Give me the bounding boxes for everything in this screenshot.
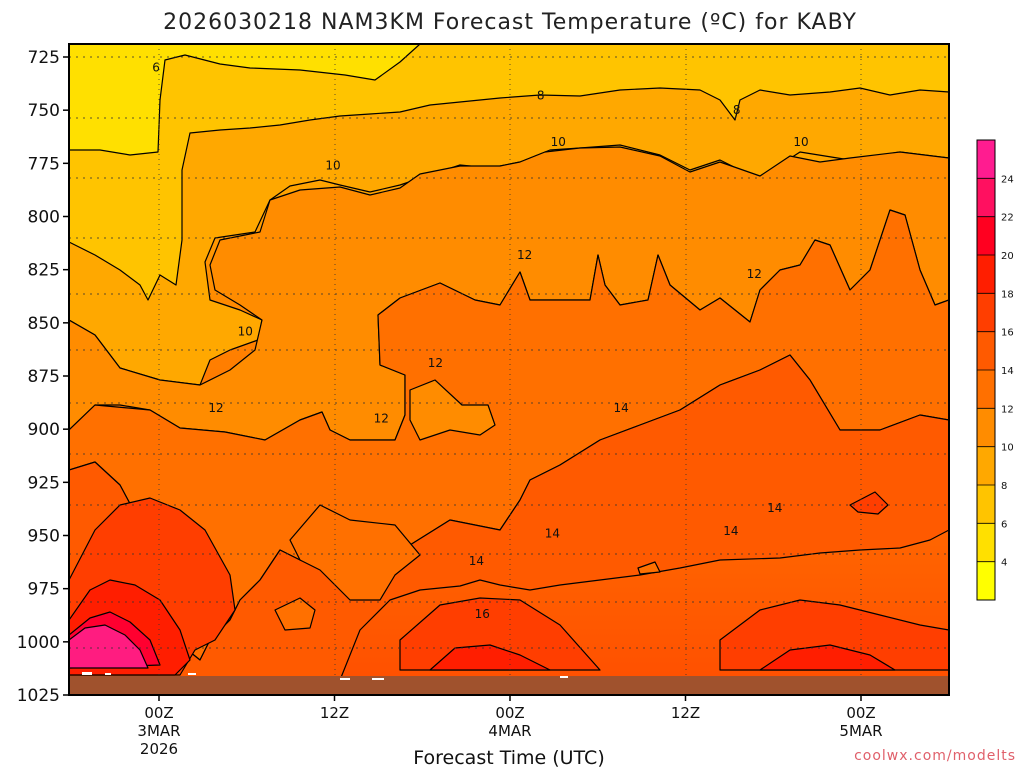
colorbar-tick-label: 6	[1001, 519, 1007, 530]
colorbar-tick-label: 14	[1001, 366, 1014, 377]
ground-surface	[69, 676, 949, 695]
colorbar-swatch	[977, 255, 995, 294]
contour-label: 12	[208, 401, 223, 415]
chart-title: 2026030218 NAM3KM Forecast Temperature (…	[163, 10, 857, 35]
contour-label: 14	[469, 554, 484, 568]
contour-label: 8	[733, 103, 741, 117]
y-tick-label: 975	[28, 580, 60, 600]
colorbar: 4 6 8 10 12 14 16 18 20 22 24	[976, 139, 1014, 601]
contour-label: 12	[517, 248, 532, 262]
colorbar-swatch	[977, 446, 995, 485]
colorbar-swatch	[977, 140, 995, 179]
x-tick-label: 00Z	[144, 704, 173, 722]
island-12-14-b	[274, 597, 316, 631]
grid-lines	[69, 44, 949, 695]
contour-label: 10	[238, 324, 253, 338]
contour-label: 10	[551, 135, 566, 149]
y-tick-label: 900	[28, 420, 60, 440]
x-tick-label: 00Z	[495, 704, 524, 722]
colorbar-swatch	[977, 178, 995, 217]
contour-label: 12	[747, 267, 762, 281]
x-tick-label: 12Z	[320, 704, 349, 722]
x-tick-date: 4MAR	[488, 722, 531, 740]
y-tick-label: 775	[28, 154, 60, 174]
contour-label: 10	[793, 135, 808, 149]
y-tick-label: 950	[28, 527, 60, 547]
colorbar-tick-label: 16	[1001, 328, 1014, 339]
colorbar-tick-label: 24	[1001, 174, 1014, 185]
colorbar-swatch	[977, 216, 995, 255]
island-12-14-a	[289, 504, 421, 601]
band-4-6	[69, 44, 421, 156]
colorbar-tick-label: 22	[1001, 213, 1014, 224]
x-tick-year: 2026	[140, 740, 178, 758]
colorbar-tick-label: 8	[1001, 481, 1007, 492]
colorbar-swatch	[977, 408, 995, 447]
colorbar-tick-label: 12	[1001, 404, 1014, 415]
contour-labels: 6 8 8 10 10 10 10 12 12 12 12 12 14 14 14 14 14 16	[152, 61, 808, 622]
y-tick-label: 800	[28, 208, 60, 228]
y-tick-label: 875	[28, 367, 60, 387]
island-12	[409, 379, 496, 441]
contour-label: 14	[545, 526, 560, 540]
y-tick-label: 925	[28, 473, 60, 493]
x-axis-label: Forecast Time (UTC)	[413, 747, 604, 768]
x-tick-date: 5MAR	[839, 722, 882, 740]
ground-edge-marks	[82, 672, 568, 680]
y-tick-label: 825	[28, 261, 60, 281]
y-tick-label: 750	[28, 101, 60, 121]
contour-label: 14	[614, 401, 629, 415]
contour-label: 16	[475, 607, 490, 621]
colorbar-swatch	[977, 485, 995, 524]
colorbar-tick-label: 20	[1001, 251, 1014, 262]
plot-frame	[68, 43, 950, 696]
band-22-24	[69, 624, 149, 669]
y-tick-label: 1000	[17, 633, 60, 653]
contour-label: 12	[428, 356, 443, 370]
colorbar-swatch	[977, 293, 995, 332]
colorbar-swatch	[977, 561, 995, 600]
y-tick-label: 725	[28, 48, 60, 68]
colorbar-tick-label: 4	[1001, 558, 1007, 569]
x-tick-label: 12Z	[671, 704, 700, 722]
colorbar-tick-label: 10	[1001, 443, 1014, 454]
plot-area: 6 8 8 10 10 10 10 12 12 12 12 12 14 14 14 14 14 16	[69, 44, 949, 695]
y-axis: 725 750 775 800 825 850 875 900 925 950 975 1000 102…	[17, 48, 69, 706]
band-6-8	[69, 44, 949, 301]
contour-label: 6	[152, 61, 160, 75]
y-tick-label: 850	[28, 314, 60, 334]
contour-label: 8	[537, 88, 545, 102]
contour-label: 12	[374, 412, 389, 426]
island-14-c	[637, 561, 661, 575]
temperature-field	[69, 44, 949, 681]
colorbar-swatch	[977, 370, 995, 409]
x-tick-date: 3MAR	[137, 722, 180, 740]
contour-label: 14	[723, 524, 738, 538]
colorbar-swatch	[977, 523, 995, 562]
contour-label: 14	[767, 501, 782, 515]
y-tick-label: 1025	[17, 686, 60, 706]
island-16-d	[849, 491, 889, 515]
band-14-16	[69, 354, 949, 681]
credit-text: coolwx.com/modelts	[854, 748, 1016, 764]
contour-label: 10	[325, 158, 340, 172]
x-tick-label: 00Z	[846, 704, 875, 722]
colorbar-tick-label: 18	[1001, 289, 1014, 300]
colorbar-swatch	[977, 331, 995, 370]
